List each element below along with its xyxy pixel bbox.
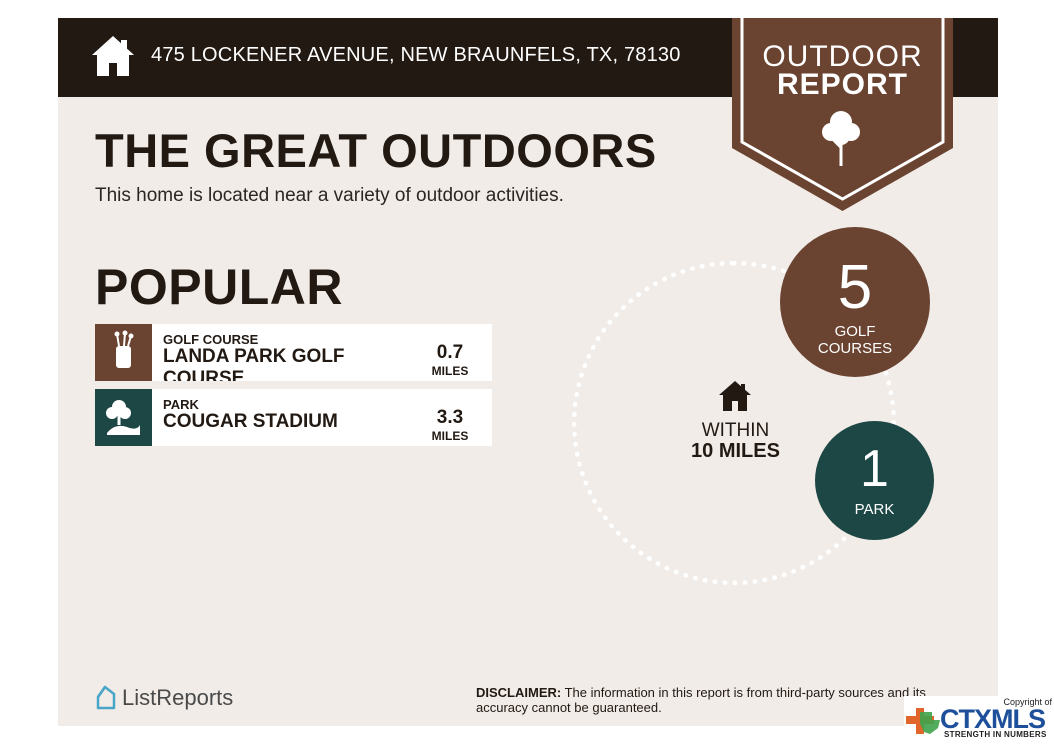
item-distance-unit: MILES: [431, 364, 469, 378]
within-label: WITHIN: [701, 420, 770, 441]
page-title: THE GREAT OUTDOORS: [95, 124, 657, 177]
badge-title-line2: REPORT: [776, 68, 908, 101]
listreports-logo-text: ListReports: [122, 685, 234, 710]
home-icon: [92, 36, 134, 76]
golf-bag-icon-box: [95, 324, 152, 381]
golf-bag-icon: [114, 330, 134, 368]
golf-count: 5: [837, 253, 873, 322]
park-tree-icon-box: [95, 389, 152, 446]
item-distance-unit: MILES: [431, 429, 469, 443]
listreports-logo-icon: [96, 685, 116, 710]
park-tree-icon: [106, 400, 140, 435]
page-subtitle: This home is located near a variety of o…: [95, 185, 564, 206]
within-distance: 10 MILES: [691, 440, 780, 462]
item-category: GOLF COURSE: [163, 332, 259, 347]
property-address: 475 LOCKENER AVENUE, NEW BRAUNFELS, TX, …: [151, 44, 681, 66]
disclaimer-text: The information in this report is from t…: [476, 685, 926, 715]
watermark-brand-ctx: CTX: [940, 704, 992, 734]
list-item[interactable]: PARK COUGAR STADIUM 3.3 MILES: [95, 389, 492, 446]
outdoor-report-page: 475 LOCKENER AVENUE, NEW BRAUNFELS, TX, …: [58, 18, 998, 726]
item-category: PARK: [163, 397, 199, 412]
item-name: LANDA PARK GOLF COURSE: [163, 346, 345, 381]
radius-ring: [572, 261, 896, 585]
park-count: 1: [860, 440, 889, 498]
texas-cross-icon: [906, 708, 940, 734]
list-item[interactable]: GOLF COURSE LANDA PARK GOLF COURSE 0.7 M…: [95, 324, 492, 381]
watermark-tagline: STRENGTH IN NUMBERS: [944, 730, 1047, 739]
item-distance: 0.7: [436, 342, 464, 363]
ctxmls-watermark: Copyright of CTXMLS STRENGTH IN NUMBERS: [904, 696, 1054, 744]
golf-count-bubble: 5 GOLF COURSES: [780, 227, 930, 377]
watermark-brand-mls: MLS: [991, 704, 1046, 734]
tree-icon: [822, 111, 860, 166]
park-label: PARK: [854, 501, 895, 518]
golf-label-line1: GOLF: [834, 323, 876, 340]
badge-title-line1: OUTDOOR: [762, 40, 923, 73]
disclaimer: DISCLAIMER: The information in this repo…: [476, 685, 966, 715]
park-count-bubble: 1 PARK: [815, 421, 934, 540]
disclaimer-label: DISCLAIMER:: [476, 685, 562, 700]
watermark-brand: CTXMLS: [940, 704, 1046, 735]
item-distance: 3.3: [436, 407, 464, 428]
item-name: COUGAR STADIUM: [163, 411, 338, 432]
watermark-copyright: Copyright of: [1003, 697, 1052, 707]
popular-heading: POPULAR: [95, 259, 343, 315]
home-icon-small: [719, 381, 751, 411]
golf-label-line2: COURSES: [817, 340, 893, 357]
